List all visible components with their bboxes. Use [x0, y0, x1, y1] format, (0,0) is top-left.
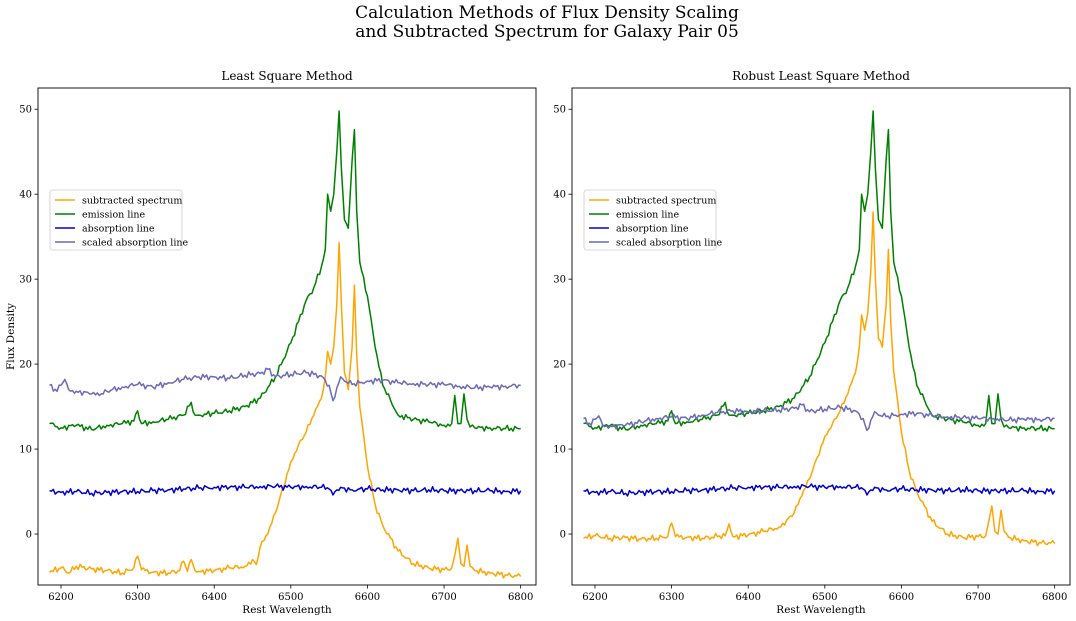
y-tick-label: 40 [19, 190, 32, 201]
x-tick-label: 6500 [812, 592, 837, 603]
series-line-subtracted-spectrum [583, 211, 1056, 547]
series-line-emission-line [583, 110, 1055, 432]
x-tick-label: 6300 [125, 592, 150, 603]
x-axis-label: Rest Wavelength [776, 604, 866, 616]
legend-label-emission-line: emission line [82, 210, 146, 221]
x-tick-label: 6600 [355, 592, 380, 603]
y-tick-label: 50 [553, 105, 566, 116]
x-tick-label: 6700 [965, 592, 990, 603]
x-tick-label: 6400 [201, 592, 226, 603]
y-tick-label: 20 [19, 360, 32, 371]
x-tick-label: 6400 [735, 592, 760, 603]
series-line-emission-line [49, 110, 521, 432]
legend-label-scaled-absorption-line: scaled absorption line [82, 238, 188, 249]
x-tick-label: 6600 [889, 592, 914, 603]
y-tick-label: 0 [26, 530, 32, 541]
left-chart-panel: 6200 6300 6400 6500 6600 6700 6800 0 10 20 30 40 50 L… [5, 69, 537, 616]
figure-title: Calculation Methods of Flux Density Scal… [0, 4, 1076, 42]
figure-title-line-1: Calculation Methods of Flux Density Scal… [355, 3, 739, 23]
panel-title: Robust Least Square Method [732, 69, 910, 83]
legend-box [583, 189, 717, 251]
y-tick-label: 30 [553, 275, 566, 286]
legend-label-subtracted-spectrum: subtracted spectrum [616, 196, 716, 207]
y-tick-label: 30 [19, 275, 32, 286]
y-tick-label: 20 [553, 360, 566, 371]
y-axis-label: Flux Density [5, 303, 17, 370]
y-tick-label: 0 [560, 530, 566, 541]
series-line-subtracted-spectrum [49, 241, 522, 579]
legend-label-emission-line: emission line [616, 210, 680, 221]
x-tick-label: 6800 [1042, 592, 1067, 603]
legend-label-absorption-line: absorption line [82, 224, 155, 235]
series-line-scaled-absorption-line [49, 367, 521, 402]
x-tick-label: 6300 [659, 592, 684, 603]
x-tick-label: 6700 [431, 592, 456, 603]
x-tick-label: 6800 [508, 592, 533, 603]
series-line-absorption-line [583, 483, 1056, 497]
panel-title: Least Square Method [221, 69, 353, 83]
right-chart-panel: 6200 6300 6400 6500 6600 6700 6800 0 10 20 30 40 50 R… [553, 69, 1071, 616]
series-group [49, 110, 522, 579]
legend-label-absorption-line: absorption line [616, 224, 689, 235]
y-tick-label: 10 [553, 445, 566, 456]
axes-frame [571, 87, 1071, 586]
series-line-scaled-absorption-line [583, 403, 1055, 432]
y-tick-label: 40 [553, 190, 566, 201]
x-axis-label: Rest Wavelength [242, 604, 332, 616]
x-tick-label: 6200 [582, 592, 607, 603]
y-tick-label: 10 [19, 445, 32, 456]
x-tick-label: 6200 [48, 592, 73, 603]
axes-frame [37, 87, 537, 586]
figure-title-line-2: and Subtracted Spectrum for Galaxy Pair … [355, 22, 739, 42]
x-tick-label: 6500 [278, 592, 303, 603]
legend-label-subtracted-spectrum: subtracted spectrum [82, 196, 182, 207]
series-line-absorption-line [49, 483, 522, 497]
series-group [583, 110, 1056, 547]
y-tick-label: 50 [19, 105, 32, 116]
legend-box [49, 189, 183, 251]
legend-label-scaled-absorption-line: scaled absorption line [616, 238, 722, 249]
